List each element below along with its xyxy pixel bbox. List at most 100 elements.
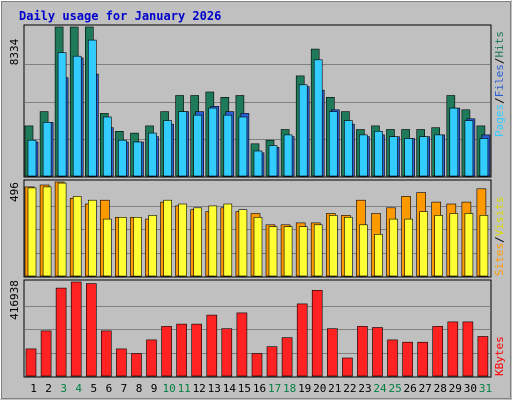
bottom-kbytes-bar-day-31 xyxy=(477,336,489,377)
bottom-kbytes-bar-day-29 xyxy=(447,321,459,377)
top-pages-bar-day-23 xyxy=(359,134,368,177)
bars-layer xyxy=(24,26,491,377)
bottom-kbytes-bar-day-5 xyxy=(86,283,97,377)
bottom-kbytes-bar-day-6 xyxy=(101,330,112,377)
bottom-kbytes-bar-day-24 xyxy=(372,327,383,377)
middle-sites-bar-day-16 xyxy=(253,217,263,277)
middle-max-label: 496 xyxy=(8,182,21,202)
top-pages-bar-day-12 xyxy=(193,114,202,177)
top-pages-bar-day-13 xyxy=(208,107,218,177)
legend-sites: Sites xyxy=(493,243,506,276)
top-pages-bar-day-14 xyxy=(223,114,233,177)
x-tick-label-day-2: 2 xyxy=(45,382,52,395)
bottom-kbytes-bar-day-28 xyxy=(432,326,444,377)
middle-sites-bar-day-30 xyxy=(464,213,474,277)
middle-sites-bar-day-6 xyxy=(103,218,112,277)
legend-visits: Visits xyxy=(493,197,506,237)
x-tick-label-day-15: 15 xyxy=(238,382,251,395)
middle-sites-bar-day-17 xyxy=(268,226,278,277)
bottom-kbytes-bar-day-30 xyxy=(462,321,474,377)
top-pages-bar-day-22 xyxy=(344,120,353,177)
top-pages-bar-day-25 xyxy=(389,136,398,177)
x-tick-label-day-17: 17 xyxy=(268,382,281,395)
top-pages-bar-day-28 xyxy=(434,134,444,177)
top-pages-bar-day-30 xyxy=(464,120,474,177)
bottom-kbytes-bar-day-20 xyxy=(311,289,323,377)
middle-sites-bar-day-31 xyxy=(479,215,489,277)
middle-sites-bar-day-26 xyxy=(404,218,413,277)
bottom-kbytes-bar-day-12 xyxy=(191,323,202,377)
x-tick-label-day-13: 13 xyxy=(208,382,221,395)
x-tick-label-day-6: 6 xyxy=(106,382,113,395)
legend-sep-2: / xyxy=(493,58,506,65)
x-tick-label-day-24: 24 xyxy=(373,382,387,395)
middle-sites-bar-day-14 xyxy=(223,203,233,277)
middle-sites-bar-day-20 xyxy=(313,224,323,277)
x-tick-label-day-29: 29 xyxy=(449,382,462,395)
x-tick-label-day-16: 16 xyxy=(253,382,266,395)
top-pages-bar-day-24 xyxy=(374,131,383,177)
middle-sites-bar-day-21 xyxy=(328,215,338,277)
middle-sites-bar-day-5 xyxy=(88,199,97,277)
x-tick-label-day-27: 27 xyxy=(419,382,432,395)
x-tick-label-day-5: 5 xyxy=(90,382,97,395)
middle-sites-bar-day-9 xyxy=(148,215,157,277)
bottom-max-label: 416938 xyxy=(8,280,21,320)
x-tick-label-day-19: 19 xyxy=(298,382,311,395)
top-pages-bar-day-11 xyxy=(178,111,187,177)
bottom-kbytes-bar-day-21 xyxy=(326,328,338,377)
top-pages-bar-day-2 xyxy=(42,122,52,177)
middle-sites-bar-day-1 xyxy=(27,187,37,277)
x-tick-label-day-10: 10 xyxy=(162,382,175,395)
x-tick-label-day-1: 1 xyxy=(30,382,37,395)
x-tick-label-day-8: 8 xyxy=(136,382,143,395)
middle-legend: Sites/Visits xyxy=(493,197,506,277)
x-tick-label-day-4: 4 xyxy=(75,382,82,395)
bottom-kbytes-bar-day-10 xyxy=(161,326,172,377)
middle-sites-bar-day-2 xyxy=(42,186,52,277)
top-pages-bar-day-19 xyxy=(298,84,308,177)
bottom-kbytes-bar-day-23 xyxy=(357,326,368,377)
top-pages-bar-day-9 xyxy=(148,132,157,177)
bottom-kbytes-bar-day-8 xyxy=(131,353,142,377)
x-tick-label-day-14: 14 xyxy=(223,382,237,395)
top-max-label: 8334 xyxy=(8,38,21,65)
top-pages-bar-day-26 xyxy=(404,138,413,177)
legend-files: Files xyxy=(493,64,506,97)
bottom-kbytes-bar-day-4 xyxy=(70,281,82,377)
middle-sites-bar-day-11 xyxy=(178,203,187,277)
bottom-kbytes-bar-day-1 xyxy=(25,348,37,377)
x-tick-label-day-26: 26 xyxy=(403,382,416,395)
bottom-kbytes-bar-day-9 xyxy=(146,339,157,377)
top-pages-bar-day-8 xyxy=(133,141,142,177)
bottom-kbytes-bar-day-16 xyxy=(251,353,263,377)
top-pages-bar-day-15 xyxy=(238,116,248,177)
bottom-kbytes-bar-day-7 xyxy=(116,348,127,377)
x-tick-label-day-12: 12 xyxy=(193,382,206,395)
middle-sites-bar-day-4 xyxy=(72,196,82,277)
legend-sep-1: / xyxy=(493,97,506,104)
middle-sites-bar-day-10 xyxy=(163,199,172,277)
top-pages-bar-day-20 xyxy=(313,59,323,177)
x-tick-label-day-20: 20 xyxy=(313,382,326,395)
bottom-kbytes-bar-day-25 xyxy=(387,339,398,377)
top-pages-bar-day-3 xyxy=(57,52,67,177)
middle-sites-bar-day-24 xyxy=(374,234,383,277)
x-tick-label-day-18: 18 xyxy=(283,382,296,395)
bottom-kbytes-bar-day-11 xyxy=(176,323,187,377)
x-tick-label-day-9: 9 xyxy=(151,382,158,395)
x-tick-label-day-30: 30 xyxy=(464,382,477,395)
bottom-legend: KBytes xyxy=(493,336,506,376)
middle-sites-bar-day-7 xyxy=(118,217,127,277)
middle-sites-bar-day-12 xyxy=(193,207,202,277)
bottom-kbytes-bar-day-3 xyxy=(55,287,67,377)
bottom-kbytes-bar-day-2 xyxy=(40,330,52,377)
bottom-kbytes-bar-day-26 xyxy=(402,341,413,377)
x-tick-label-day-28: 28 xyxy=(434,382,447,395)
bottom-kbytes-bar-day-14 xyxy=(221,328,233,377)
bottom-kbytes-bar-day-13 xyxy=(206,314,218,377)
middle-sites-bar-day-13 xyxy=(208,205,218,277)
middle-sites-bar-day-27 xyxy=(419,211,429,277)
middle-sites-bar-day-22 xyxy=(344,217,353,277)
